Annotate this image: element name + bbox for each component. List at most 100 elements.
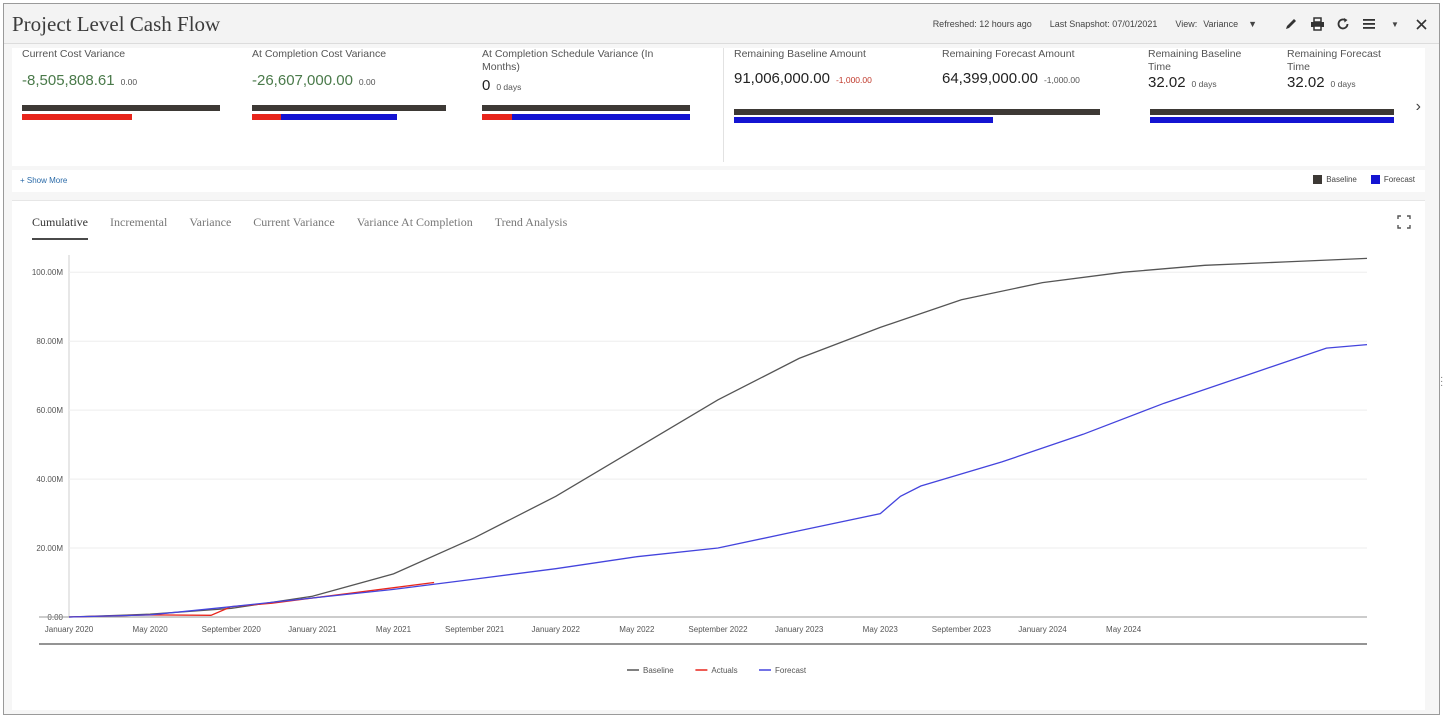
x-tick-label: May 2024 <box>1106 625 1142 634</box>
series-line-actuals <box>68 581 435 618</box>
metric-label: Remaining Forecast Time <box>1287 48 1381 73</box>
x-tick-label: January 2022 <box>532 625 581 634</box>
chevron-down-icon[interactable]: ▼ <box>1248 19 1257 29</box>
metric-label: Remaining Baseline Amount <box>734 48 866 60</box>
metric-label: Remaining Baseline Time <box>1148 48 1242 73</box>
print-icon[interactable] <box>1307 15 1327 33</box>
baseline-swatch <box>1313 175 1323 184</box>
legend-label-forecast: Forecast <box>775 666 807 675</box>
pencil-icon[interactable] <box>1281 15 1301 33</box>
x-tick-label: September 2020 <box>202 625 262 634</box>
x-tick-label: September 2022 <box>688 625 748 634</box>
metric-remaining-forecast-time[interactable]: Remaining Forecast Time 32.02 0 days <box>1287 48 1407 91</box>
metric-value: 91,006,000.00 <box>734 70 830 87</box>
x-tick-label: May 2022 <box>619 625 655 634</box>
legend-forecast-label: Forecast <box>1383 175 1415 184</box>
metric-value: 0 <box>482 77 491 94</box>
series-line-forecast <box>68 343 1368 618</box>
menu-icon[interactable] <box>1359 15 1379 33</box>
metric-sub: 0 days <box>1191 79 1217 89</box>
forecast-swatch <box>1370 175 1380 184</box>
x-tick-label: September 2021 <box>445 625 505 634</box>
refresh-icon[interactable] <box>1333 15 1353 33</box>
cash-flow-chart: 0.0020.00M40.00M60.00M80.00M100.00MJanua… <box>32 255 1368 675</box>
tab-cumulative[interactable]: Cumulative <box>32 215 88 240</box>
metrics-divider <box>723 48 724 162</box>
y-tick-label: 40.00M <box>36 475 63 484</box>
show-more-link[interactable]: + Show More <box>20 176 68 185</box>
close-icon[interactable] <box>1411 15 1431 33</box>
header-bar: Project Level Cash Flow Refreshed: 12 ho… <box>4 4 1439 44</box>
metric-sub: 0.00 <box>120 77 138 87</box>
y-tick-label: 60.00M <box>36 406 63 415</box>
page-title: Project Level Cash Flow <box>12 12 221 36</box>
tab-current-variance[interactable]: Current Variance <box>253 215 335 229</box>
x-tick-label: January 2023 <box>775 625 824 634</box>
x-tick-label: January 2020 <box>45 625 94 634</box>
metric-value: 32.02 <box>1148 74 1186 91</box>
forecast-bar <box>281 114 397 120</box>
legend-baseline-label: Baseline <box>1326 175 1357 184</box>
actuals-bar <box>482 114 512 120</box>
baseline-bar <box>1150 109 1394 115</box>
forecast-bar <box>512 114 690 120</box>
series-line-baseline <box>68 257 1368 618</box>
x-tick-label: September 2023 <box>932 625 992 634</box>
legend-label-baseline: Baseline <box>643 666 674 675</box>
tab-variance-at-completion[interactable]: Variance At Completion <box>356 215 473 229</box>
metric-label: Current Cost Variance <box>22 48 126 60</box>
actuals-bar <box>252 114 281 120</box>
metric-label: Remaining Forecast Amount <box>942 48 1075 60</box>
chevron-right-icon[interactable]: › <box>1415 98 1421 115</box>
show-more-row: + Show More Baseline Forecast <box>12 170 1425 192</box>
legend-label-actuals: Actuals <box>711 666 737 675</box>
metric-current-cost-variance[interactable]: Current Cost Variance -8,505,808.61 0.00 <box>22 48 222 89</box>
chart-tabs: Cumulative Incremental Variance Current … <box>32 215 567 240</box>
metrics-legend: Baseline Forecast <box>1313 175 1415 184</box>
y-tick-label: 20.00M <box>36 544 63 553</box>
expand-icon[interactable] <box>1397 215 1411 234</box>
x-tick-label: January 2021 <box>288 625 337 634</box>
metric-label: At Completion Cost Variance <box>252 48 387 60</box>
view-select[interactable]: Variance <box>1203 19 1239 29</box>
tab-variance[interactable]: Variance <box>189 215 232 229</box>
y-tick-label: 100.00M <box>32 268 63 277</box>
x-tick-label: January 2024 <box>1018 625 1067 634</box>
snapshot-text: Last Snapshot: 07/01/2021 <box>1049 19 1158 29</box>
metrics-strip: Current Cost Variance -8,505,808.61 0.00 … <box>12 48 1425 166</box>
baseline-bar <box>252 105 446 111</box>
metric-value: -26,607,000.00 <box>252 72 353 89</box>
dashboard-frame: Project Level Cash Flow Refreshed: 12 ho… <box>3 3 1444 715</box>
baseline-bar <box>734 109 1100 115</box>
metric-value: -8,505,808.61 <box>22 72 115 89</box>
chart-panel: Cumulative Incremental Variance Current … <box>12 200 1425 710</box>
view-label: View: <box>1175 19 1198 29</box>
x-tick-label: May 2020 <box>133 625 169 634</box>
metric-sub: -1,000.00 <box>1043 75 1080 85</box>
metric-label: At Completion Schedule Variance (In Mont… <box>482 48 654 73</box>
splitter-handle-icon[interactable]: · · · <box>1440 372 1444 391</box>
metric-remaining-baseline-time[interactable]: Remaining Baseline Time 32.02 0 days <box>1148 48 1268 91</box>
forecast-bar <box>1150 117 1394 123</box>
forecast-bar <box>734 117 993 123</box>
metric-sub: -1,000.00 <box>835 75 872 85</box>
metric-value: 64,399,000.00 <box>942 70 1038 87</box>
actuals-bar <box>22 114 132 120</box>
tab-incremental[interactable]: Incremental <box>110 215 168 229</box>
metric-at-completion-cost-variance[interactable]: At Completion Cost Variance -26,607,000.… <box>252 48 452 89</box>
metric-sub: 0.00 <box>358 77 376 87</box>
metric-remaining-baseline-amount[interactable]: Remaining Baseline Amount 91,006,000.00-… <box>734 48 934 87</box>
metric-sub: 0 days <box>1330 79 1356 89</box>
metric-remaining-forecast-amount[interactable]: Remaining Forecast Amount 64,399,000.00-… <box>942 48 1142 87</box>
chevron-down-icon[interactable]: ▼ <box>1391 19 1399 29</box>
refreshed-text: Refreshed: 12 hours ago <box>932 19 1032 29</box>
x-tick-label: May 2021 <box>376 625 412 634</box>
x-tick-label: May 2023 <box>863 625 899 634</box>
tab-trend-analysis[interactable]: Trend Analysis <box>494 215 568 229</box>
baseline-bar <box>482 105 690 111</box>
metric-value: 32.02 <box>1287 74 1325 91</box>
baseline-bar <box>22 105 220 111</box>
y-tick-label: 80.00M <box>36 337 63 346</box>
header-toolbar: Refreshed: 12 hours ago Last Snapshot: 0… <box>933 15 1431 33</box>
metric-schedule-variance[interactable]: At Completion Schedule Variance (In Mont… <box>482 48 692 94</box>
